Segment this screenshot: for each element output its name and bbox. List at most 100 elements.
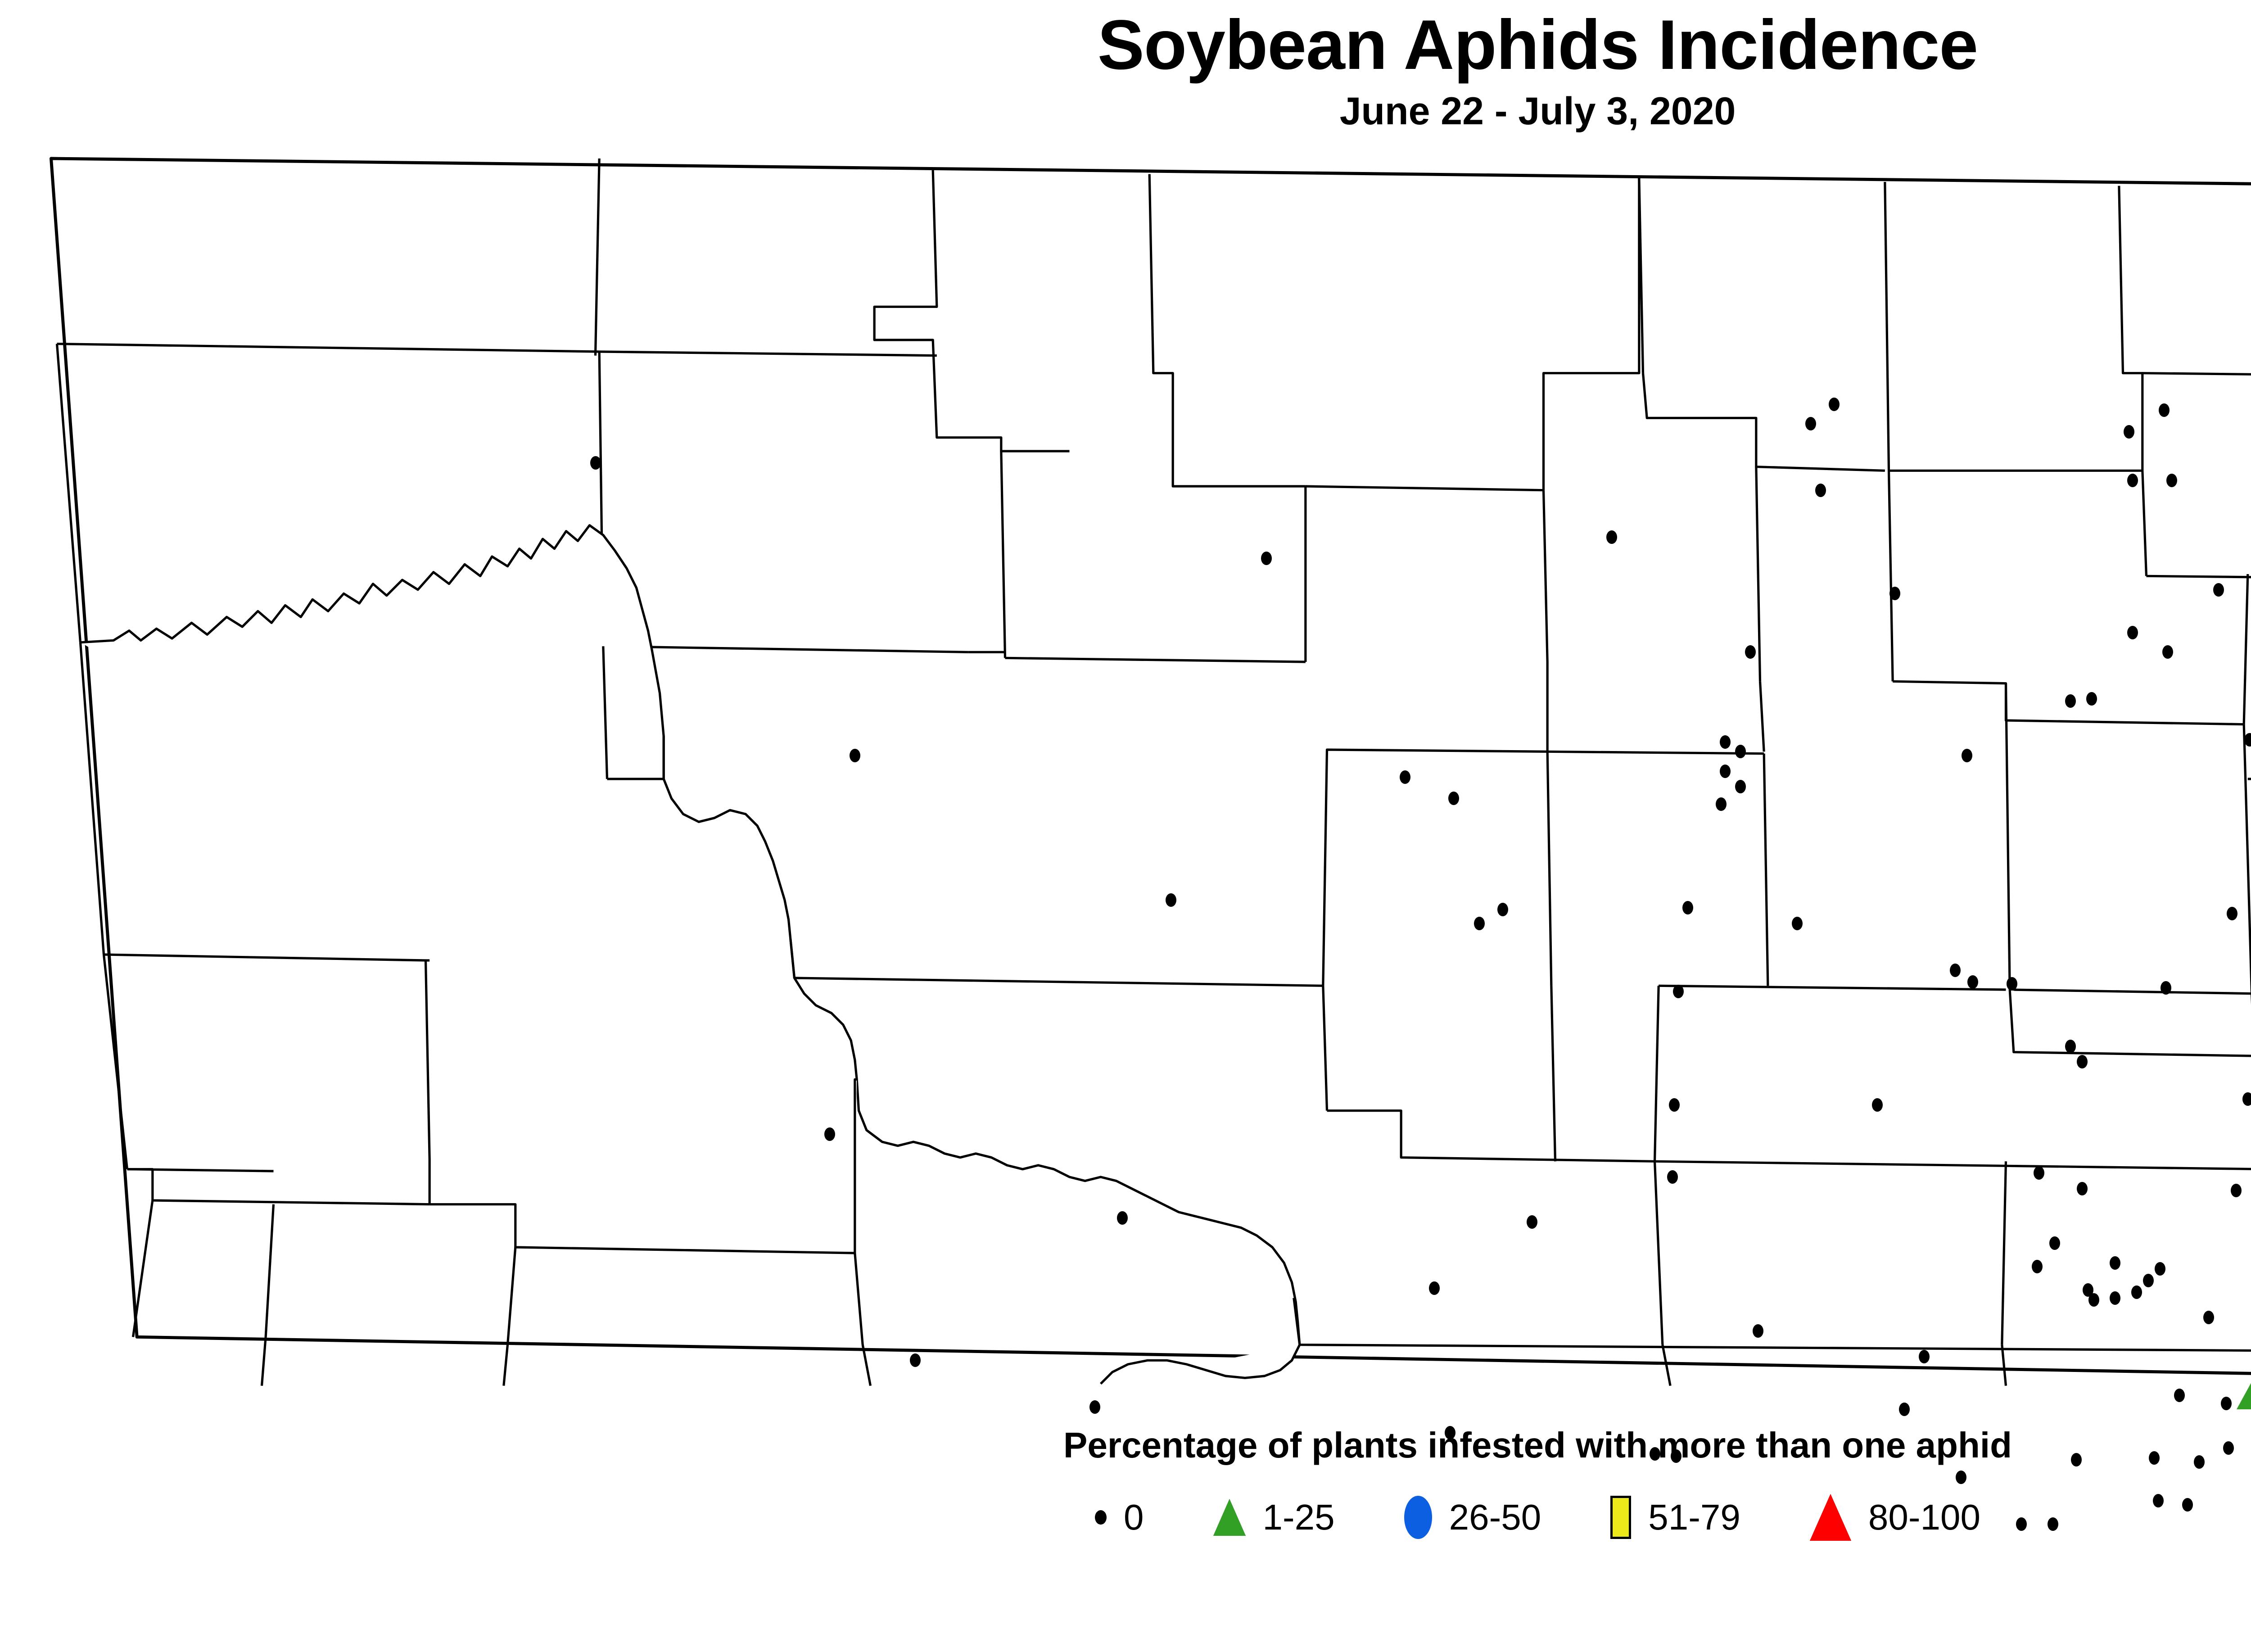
- map-marker-dot: [2006, 977, 2017, 991]
- map-marker-dot: [1918, 1349, 1930, 1363]
- legend: 0 1-25 26-50 51-79 80-100: [1095, 1494, 1980, 1541]
- county-line: [1000, 451, 1007, 658]
- county-line: [2004, 683, 2011, 990]
- county-line: [1661, 1344, 1672, 1386]
- map-marker-dot: [1949, 963, 1961, 977]
- county-line: [429, 1203, 855, 1254]
- county-line: [506, 1247, 517, 1345]
- county-line: [854, 1078, 857, 1253]
- map-marker-dot: [1719, 735, 1731, 749]
- map-marker-dot: [2160, 981, 2171, 995]
- map-marker-dot: [2127, 626, 2138, 639]
- county-line: [1005, 656, 1306, 663]
- county-line: [260, 1337, 267, 1386]
- map-marker-dot: [2166, 474, 2177, 487]
- page-title: Soybean Aphids Incidence: [1097, 6, 1978, 84]
- map-marker-dot: [1719, 764, 1731, 778]
- black-dot-icon: [1095, 1510, 1107, 1525]
- legend-label: 26-50: [1449, 1497, 1541, 1537]
- county-line: [2146, 575, 2251, 579]
- county-line: [502, 1344, 509, 1386]
- map-marker-dot: [1497, 903, 1508, 917]
- map-marker-dot: [2076, 1055, 2088, 1069]
- map-marker-dot: [2047, 1517, 2058, 1531]
- map-marker-dot: [2148, 1451, 2160, 1465]
- map-marker-dot: [1116, 1211, 1128, 1225]
- county-line: [594, 158, 601, 356]
- map-marker-dot: [2143, 1273, 2154, 1287]
- county-line: [1299, 1344, 2251, 1352]
- map-marker-dot: [2162, 645, 2174, 659]
- county-line: [1641, 373, 1885, 472]
- county-line: [861, 1344, 872, 1386]
- map-marker-dot: [1735, 745, 1746, 759]
- map-marker-dot: [2049, 1236, 2060, 1250]
- sample-points-layer: [0, 135, 2251, 1531]
- legend-item-26-50: 26-50: [1404, 1496, 1541, 1539]
- map-marker-dot: [590, 456, 601, 470]
- map-marker-dot: [2242, 1092, 2251, 1106]
- map-marker-dot: [1745, 645, 1756, 659]
- map-marker-dot: [910, 1353, 921, 1367]
- county-line: [1547, 750, 1764, 755]
- map-marker-dot: [1961, 749, 1972, 762]
- map-marker-dot: [1672, 985, 1684, 999]
- map-marker-dot: [2230, 1184, 2242, 1198]
- map-marker-dot: [1829, 398, 1840, 411]
- county-line: [131, 1200, 154, 1337]
- county-line: [2118, 186, 2144, 471]
- map-marker-dot: [2016, 1517, 2027, 1531]
- map-marker-dot: [1967, 975, 1978, 989]
- county-line: [2247, 778, 2251, 789]
- county-line: [264, 1204, 275, 1337]
- county-line: [603, 645, 968, 653]
- map-marker-dot: [2203, 1311, 2215, 1324]
- map-marker-dot: [1682, 901, 1694, 914]
- legend-label: 0: [1124, 1497, 1144, 1537]
- map-marker-dot: [2152, 1494, 2164, 1508]
- map-marker-dot: [1474, 916, 1485, 930]
- map-marker-dot: [2244, 733, 2251, 747]
- map-marker-dot: [1815, 483, 1826, 497]
- county-line: [1654, 1160, 2251, 1170]
- county-line: [789, 939, 796, 978]
- lake-sakakawea-boundary: [80, 524, 1301, 1345]
- county-line: [1659, 984, 2006, 991]
- county-line: [79, 642, 105, 955]
- map-marker-dot: [1791, 916, 1803, 930]
- red-triangle-icon: [1809, 1494, 1851, 1541]
- map-marker-dot: [1668, 1098, 1680, 1112]
- map-marker-dot: [2158, 403, 2170, 417]
- map-marker-triangle: [2236, 1381, 2251, 1410]
- map-marker-dot: [1089, 1400, 1100, 1414]
- map-marker-dot: [2088, 1293, 2099, 1307]
- county-line: [1542, 490, 1549, 662]
- map-marker-dot: [1261, 552, 1272, 566]
- map-marker-dot: [2034, 1166, 2045, 1180]
- map-marker-dot: [1448, 792, 1460, 806]
- map-marker-dot: [1399, 770, 1410, 784]
- legend-item-51-79: 51-79: [1610, 1496, 1740, 1539]
- county-line: [1542, 178, 1641, 490]
- county-line: [1653, 986, 1660, 1162]
- county-line: [1653, 1161, 1664, 1345]
- map-marker-dot: [2123, 425, 2134, 439]
- map-marker-dot: [2154, 1262, 2165, 1276]
- county-line: [55, 344, 82, 643]
- legend-label: 1-25: [1262, 1497, 1335, 1537]
- yellow-square-icon: [1610, 1496, 1632, 1539]
- green-triangle-icon: [1213, 1499, 1246, 1536]
- map-marker-dot: [1428, 1281, 1440, 1295]
- county-line: [794, 977, 1323, 987]
- map-marker-dot: [2110, 1256, 2121, 1270]
- map-marker-dot: [1753, 1324, 1764, 1338]
- county-line: [2142, 372, 2251, 376]
- county-boundaries: [50, 157, 2251, 1386]
- map-marker-dot: [2223, 1441, 2234, 1455]
- map-marker-dot: [1667, 1170, 1678, 1184]
- county-line: [1305, 485, 1544, 492]
- map-marker-dot: [1899, 1402, 1910, 1416]
- county-line: [1884, 181, 1890, 471]
- county-line: [127, 1168, 274, 1172]
